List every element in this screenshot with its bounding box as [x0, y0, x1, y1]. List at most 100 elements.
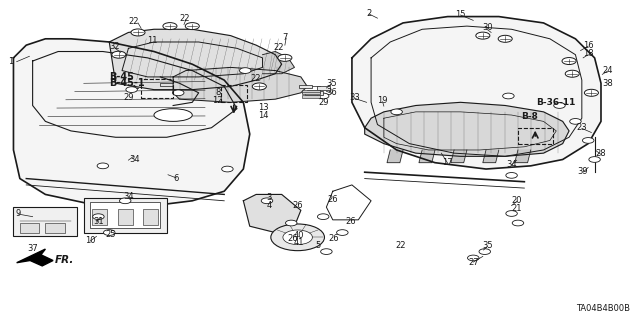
Text: 26: 26: [328, 195, 338, 204]
Text: 3: 3: [266, 193, 271, 202]
Circle shape: [584, 89, 598, 96]
Circle shape: [173, 90, 184, 96]
Text: 24: 24: [602, 66, 612, 75]
Text: 6: 6: [173, 174, 179, 183]
Text: 28: 28: [596, 149, 606, 158]
Text: 38: 38: [602, 79, 612, 88]
Ellipse shape: [154, 109, 192, 122]
Text: 40: 40: [294, 231, 304, 240]
Polygon shape: [173, 67, 307, 102]
Text: 10: 10: [85, 236, 95, 245]
Circle shape: [554, 103, 565, 108]
Text: 8: 8: [215, 88, 221, 97]
Text: FR.: FR.: [55, 255, 74, 264]
Circle shape: [506, 211, 517, 216]
Circle shape: [321, 249, 332, 255]
Text: B-45-1: B-45-1: [109, 78, 145, 88]
Circle shape: [120, 198, 131, 204]
Text: 2: 2: [367, 9, 372, 18]
Text: 22: 22: [396, 241, 406, 250]
Polygon shape: [451, 150, 467, 163]
Text: 17: 17: [442, 158, 453, 167]
Text: 34: 34: [129, 155, 140, 164]
Text: 22: 22: [251, 74, 261, 83]
Text: 4: 4: [266, 201, 271, 210]
Circle shape: [239, 68, 251, 73]
Circle shape: [252, 83, 266, 90]
Text: 34: 34: [123, 191, 134, 201]
Text: 30: 30: [482, 23, 493, 32]
Text: 37: 37: [28, 244, 38, 253]
Circle shape: [467, 255, 479, 261]
Text: 34: 34: [506, 160, 517, 169]
Circle shape: [502, 93, 514, 99]
Text: 27: 27: [468, 258, 479, 267]
Text: 35: 35: [482, 241, 493, 250]
Text: B-45: B-45: [109, 72, 134, 82]
Text: 15: 15: [455, 10, 466, 19]
Polygon shape: [483, 150, 499, 163]
Circle shape: [261, 198, 273, 204]
Circle shape: [391, 109, 403, 115]
Text: 20: 20: [511, 196, 522, 205]
Circle shape: [271, 224, 324, 251]
Bar: [305, 91, 323, 95]
Text: B-36-11: B-36-11: [536, 98, 575, 107]
Bar: [90, 202, 161, 228]
Text: 5: 5: [316, 241, 321, 250]
Circle shape: [570, 119, 581, 124]
Bar: [302, 90, 320, 93]
Text: TA04B4B00B: TA04B4B00B: [576, 304, 630, 313]
Bar: [143, 209, 159, 225]
Bar: [299, 85, 312, 88]
Circle shape: [185, 23, 199, 30]
Bar: [118, 209, 133, 225]
Text: 31: 31: [93, 217, 104, 226]
Polygon shape: [17, 249, 53, 266]
Text: 9: 9: [16, 209, 21, 218]
Text: 23: 23: [577, 123, 587, 132]
Text: 7: 7: [282, 33, 287, 42]
Text: 22: 22: [273, 43, 284, 52]
Bar: [84, 197, 167, 233]
Circle shape: [512, 220, 524, 226]
Text: 19: 19: [378, 96, 388, 105]
Bar: [302, 92, 320, 94]
Text: 33: 33: [349, 93, 360, 102]
Text: 14: 14: [259, 111, 269, 120]
Bar: [45, 223, 65, 233]
Bar: [92, 209, 108, 225]
Circle shape: [317, 214, 329, 219]
Text: 26: 26: [329, 234, 339, 243]
Text: 16: 16: [583, 41, 593, 50]
Text: 25: 25: [106, 230, 116, 239]
Text: 12: 12: [212, 96, 223, 105]
Bar: [20, 223, 39, 233]
Text: 22: 22: [179, 14, 190, 23]
Circle shape: [589, 157, 600, 162]
Polygon shape: [419, 150, 435, 163]
Text: 35: 35: [326, 79, 337, 88]
Circle shape: [582, 137, 594, 143]
Circle shape: [476, 32, 490, 39]
Circle shape: [93, 214, 104, 219]
Circle shape: [285, 220, 297, 226]
Bar: [302, 95, 320, 98]
Circle shape: [112, 51, 126, 58]
Polygon shape: [13, 39, 250, 207]
Circle shape: [498, 35, 512, 42]
Text: 22: 22: [128, 17, 139, 26]
Polygon shape: [109, 29, 282, 90]
Polygon shape: [365, 102, 569, 156]
Polygon shape: [352, 17, 601, 169]
Text: 29: 29: [318, 98, 328, 107]
Text: 29: 29: [123, 93, 134, 102]
Circle shape: [479, 249, 490, 255]
Circle shape: [283, 230, 312, 245]
Circle shape: [163, 23, 177, 30]
Circle shape: [126, 87, 138, 93]
Text: 32: 32: [109, 42, 120, 51]
Circle shape: [317, 93, 329, 99]
Bar: [13, 207, 77, 236]
Text: 26: 26: [292, 201, 303, 210]
